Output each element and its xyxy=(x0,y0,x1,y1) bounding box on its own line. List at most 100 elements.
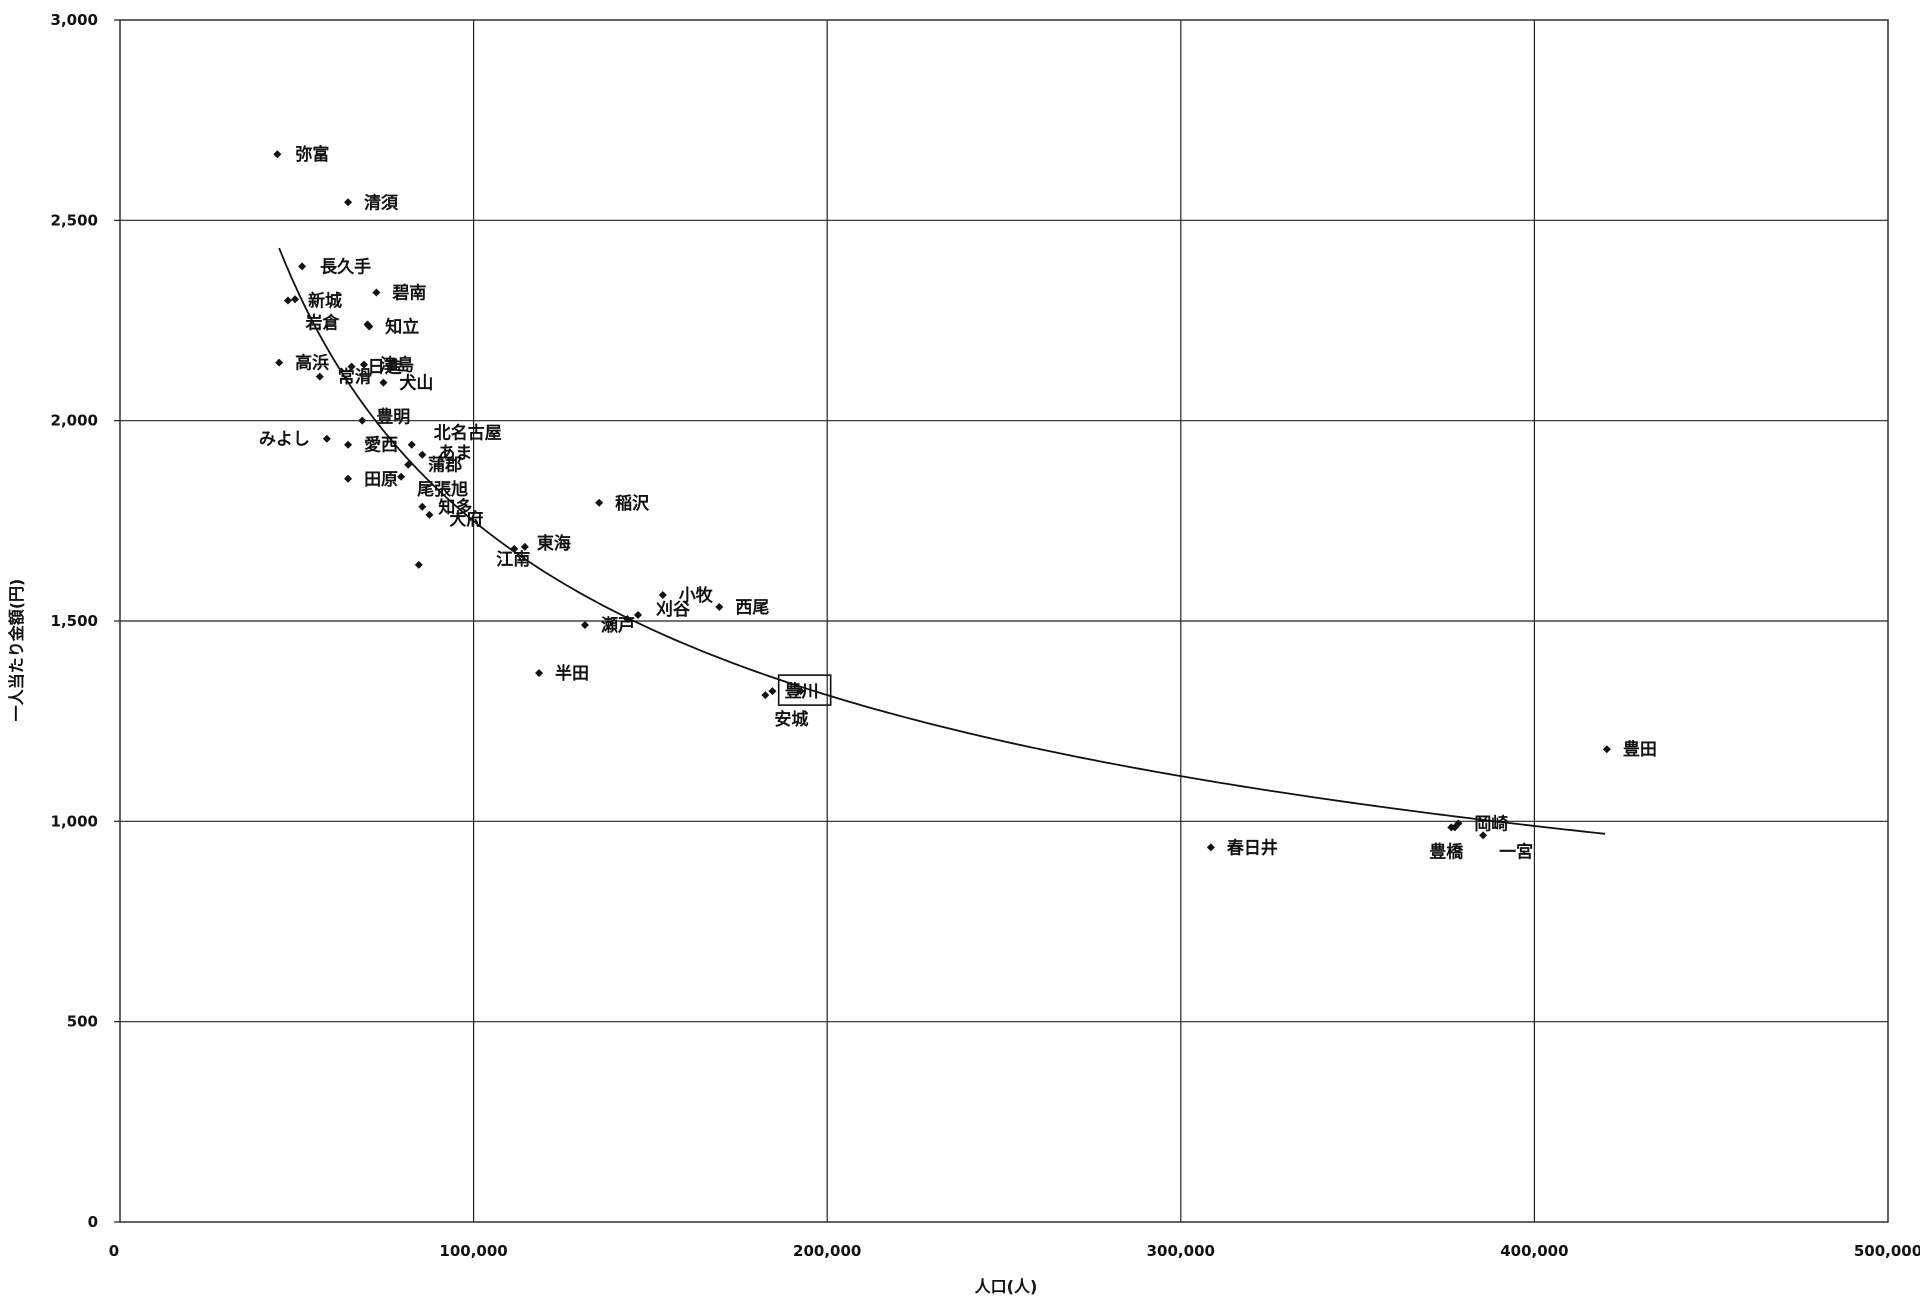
point-label: 岩倉 xyxy=(305,313,341,334)
data-point xyxy=(623,614,632,623)
point-label: 江南 xyxy=(496,549,530,570)
data-point xyxy=(418,502,427,511)
data-point xyxy=(379,378,388,387)
data-point xyxy=(283,296,292,305)
y-tick-label: 500 xyxy=(67,1013,98,1031)
data-point xyxy=(761,691,770,700)
data-point xyxy=(768,687,777,696)
point-label: 津島 xyxy=(380,355,414,376)
data-point xyxy=(344,198,353,207)
y-tick-label: 2,500 xyxy=(51,211,98,229)
x-axis-title: 人口(人) xyxy=(975,1277,1038,1296)
point-label: 豊田 xyxy=(1623,739,1657,760)
point-label: 北名古屋 xyxy=(434,423,502,444)
y-tick-label: 1,000 xyxy=(51,812,98,830)
point-label: 犬山 xyxy=(399,373,433,394)
data-point xyxy=(715,602,724,611)
point-label: 日進 xyxy=(368,358,402,378)
point-label: 高浜 xyxy=(295,353,329,374)
x-tick-label: 0 xyxy=(109,1242,119,1260)
point-label: 半田 xyxy=(555,663,589,684)
data-point xyxy=(520,542,529,551)
point-label: 新城 xyxy=(308,290,342,311)
data-point xyxy=(535,669,544,678)
point-label: 東海 xyxy=(537,533,571,554)
data-point xyxy=(1206,843,1215,852)
data-point xyxy=(275,358,284,367)
data-point xyxy=(291,295,300,304)
y-tick-label: 1,500 xyxy=(51,612,98,630)
data-point xyxy=(372,288,381,297)
point-label: 春日井 xyxy=(1227,837,1278,858)
point-label: 常滑 xyxy=(338,367,372,388)
data-point xyxy=(418,450,427,459)
point-label: 田原 xyxy=(364,470,398,490)
point-layer xyxy=(273,150,1611,852)
point-label: 清須 xyxy=(364,192,399,213)
x-tick-label: 500,000 xyxy=(1854,1242,1920,1260)
point-label: みよし xyxy=(259,430,310,450)
point-label: 西尾 xyxy=(735,598,769,618)
point-label: 小牧 xyxy=(679,585,714,606)
point-label: 岡崎 xyxy=(1474,813,1508,834)
data-point xyxy=(344,474,353,483)
data-point xyxy=(344,440,353,449)
point-label: 豊橋 xyxy=(1429,841,1464,862)
point-label: 知立 xyxy=(384,317,419,338)
data-point xyxy=(1602,745,1611,754)
data-point xyxy=(510,544,519,553)
x-tick-label: 300,000 xyxy=(1147,1242,1215,1260)
data-point xyxy=(365,322,374,331)
point-label: 豊明 xyxy=(376,407,410,428)
data-point xyxy=(658,590,667,599)
x-tick-label: 100,000 xyxy=(439,1242,507,1260)
point-label: あま xyxy=(438,444,472,464)
point-label: 碧南 xyxy=(391,282,426,303)
data-point xyxy=(358,416,367,425)
data-point xyxy=(580,621,589,630)
x-tick-label: 200,000 xyxy=(793,1242,861,1260)
point-label: 知多 xyxy=(437,497,472,518)
data-point xyxy=(397,472,406,481)
y-tick-label: 0 xyxy=(88,1213,98,1231)
data-point xyxy=(359,360,368,369)
trend-layer xyxy=(278,247,1606,835)
y-tick-label: 3,000 xyxy=(51,11,98,29)
grid-layer xyxy=(114,19,1889,1223)
point-label: 愛西 xyxy=(364,435,398,456)
point-label: 稲沢 xyxy=(615,493,650,514)
data-point xyxy=(407,440,416,449)
trend-line xyxy=(278,247,1606,835)
data-point xyxy=(796,687,805,696)
x-tick-label: 400,000 xyxy=(1500,1242,1568,1260)
data-point xyxy=(404,460,413,469)
point-label: 長久手 xyxy=(320,256,371,277)
y-axis-title: 一人当たり金額(円) xyxy=(7,579,26,722)
highlight-box xyxy=(777,674,832,706)
data-point xyxy=(273,150,282,159)
plot-frame xyxy=(119,19,1889,1223)
point-label: 蒲郡 xyxy=(428,456,462,476)
point-label: 刈谷 xyxy=(656,599,691,620)
axis-layer: 人口(人) 一人当たり金額(円) 0 100,000 200,000 300,000 4… xyxy=(7,11,1920,1296)
data-point xyxy=(1479,831,1488,840)
point-label: 大府 xyxy=(449,509,483,530)
point-label: 弥富 xyxy=(295,144,329,165)
data-point xyxy=(634,610,643,619)
point-label: 安城 xyxy=(774,709,808,730)
data-point xyxy=(1447,823,1456,832)
data-point xyxy=(414,560,423,569)
data-point xyxy=(322,434,331,443)
point-label: 尾張旭 xyxy=(417,479,468,500)
point-label: 一宮 xyxy=(1499,841,1533,862)
point-label: 瀬戸 xyxy=(601,616,635,636)
data-point xyxy=(298,262,307,271)
data-point xyxy=(595,498,604,507)
data-point xyxy=(425,510,434,519)
data-point xyxy=(347,362,356,371)
point-label: 豊川 xyxy=(785,681,819,702)
data-point xyxy=(315,372,324,381)
